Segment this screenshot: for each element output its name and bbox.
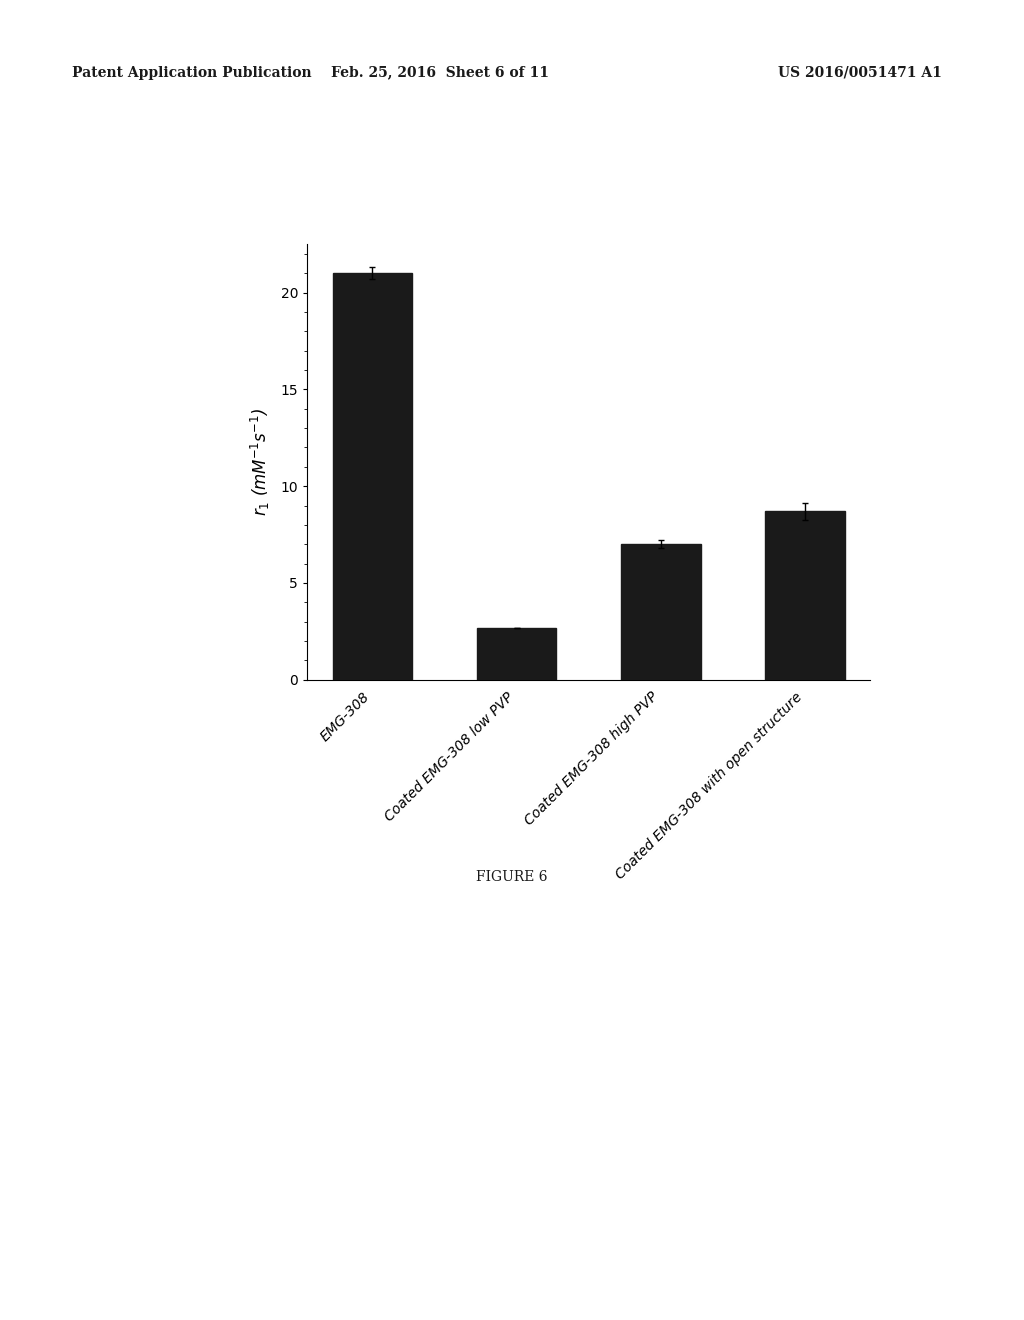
Text: US 2016/0051471 A1: US 2016/0051471 A1 — [778, 66, 942, 79]
Bar — [622, 544, 700, 680]
Text: Patent Application Publication: Patent Application Publication — [72, 66, 311, 79]
Text: Feb. 25, 2016  Sheet 6 of 11: Feb. 25, 2016 Sheet 6 of 11 — [332, 66, 549, 79]
Y-axis label: $r_1$ (mM$^{-1}$s$^{-1}$): $r_1$ (mM$^{-1}$s$^{-1}$) — [249, 408, 272, 516]
Text: FIGURE 6: FIGURE 6 — [476, 870, 548, 884]
Bar — [333, 273, 412, 680]
Bar — [477, 627, 556, 680]
Bar — [766, 511, 845, 680]
